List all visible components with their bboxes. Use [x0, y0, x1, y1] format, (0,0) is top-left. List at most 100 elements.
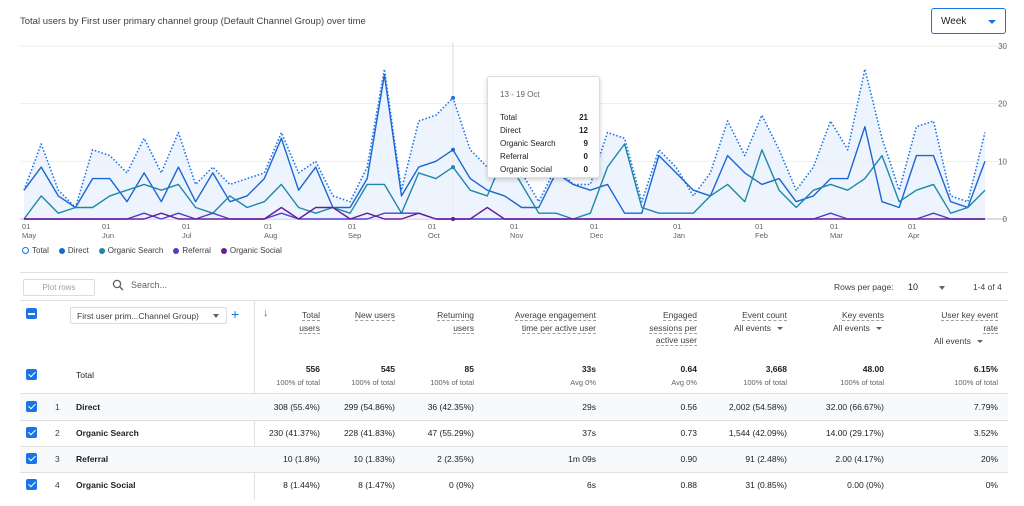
tooltip-row: Direct 12: [500, 126, 588, 135]
total-cell-sub: 100% of total: [351, 378, 395, 387]
chevron-down-icon[interactable]: [939, 286, 945, 290]
series-total-line: [23, 68, 986, 209]
column-header-total-users[interactable]: Total users: [299, 309, 320, 334]
column-header-new-users[interactable]: New users: [354, 309, 395, 322]
chevron-down-icon: [213, 314, 219, 318]
table-cell: 10 (1.83%): [353, 454, 395, 464]
x-tick-label: 01: [348, 222, 356, 231]
legend-label: Referral: [182, 246, 211, 255]
filter-label: All events: [934, 336, 971, 346]
x-tick-label: Sep: [348, 231, 361, 240]
divider: [20, 272, 1008, 273]
tooltip-row: Referral 0: [500, 152, 588, 161]
header-line: Returning: [437, 310, 474, 321]
header-line: users: [453, 322, 474, 334]
table-cell: 8 (1.44%): [283, 480, 320, 490]
table-cell: 2 (2.35%): [437, 454, 474, 464]
column-header-engaged-sessions[interactable]: Engaged sessions per active user: [649, 309, 697, 347]
x-tick-label: 01: [590, 222, 598, 231]
header-line: rate: [983, 322, 998, 334]
period-select[interactable]: Week: [931, 8, 1006, 34]
column-header-user-key-event-rate[interactable]: User key event rate: [941, 309, 998, 334]
x-tick-label: Mar: [830, 231, 843, 240]
x-tick-label: Nov: [510, 231, 524, 240]
select-all-checkbox[interactable]: [26, 308, 37, 319]
table-cell: 29s: [582, 402, 596, 412]
row-label[interactable]: Direct: [76, 402, 101, 412]
legend-swatch: [58, 247, 65, 254]
x-tick-label: 01: [428, 222, 436, 231]
dimension-select[interactable]: First user prim...Channel Group): [70, 307, 227, 324]
total-cell-value: 545: [380, 364, 395, 374]
legend-label: Organic Social: [229, 246, 282, 255]
chart-title: Total users by First user primary channe…: [20, 16, 366, 27]
row-number: 4: [55, 480, 60, 490]
tooltip-label: Referral: [500, 152, 529, 161]
divider: [20, 472, 1008, 473]
table-cell: 10 (1.8%): [283, 454, 320, 464]
chevron-down-icon: [988, 20, 996, 24]
tooltip-label: Direct: [500, 126, 521, 135]
total-cell-sub: Avg 0%: [570, 378, 596, 387]
table-cell: 32.00 (66.67%): [825, 402, 884, 412]
key-events-filter[interactable]: All events: [833, 323, 882, 333]
user-key-event-rate-filter[interactable]: All events: [934, 336, 983, 346]
table-cell: 0.56: [680, 402, 697, 412]
series-organic-social-line: [24, 206, 985, 220]
y-tick-label: 10: [998, 157, 1007, 166]
y-tick-label: 30: [998, 42, 1007, 51]
event-count-filter[interactable]: All events: [734, 323, 783, 333]
row-checkbox[interactable]: [26, 427, 37, 438]
legend-item-direct[interactable]: Direct: [58, 246, 89, 255]
legend-item-total[interactable]: Total: [22, 246, 49, 255]
add-dimension-icon[interactable]: +: [231, 306, 240, 322]
table-cell: 8 (1.47%): [358, 480, 395, 490]
header-line: Event count: [742, 310, 787, 321]
table-cell: 228 (41.83%): [343, 428, 395, 438]
row-label[interactable]: Organic Search: [76, 428, 139, 438]
table-cell: 0.00 (0%): [847, 480, 884, 490]
table-cell: 230 (41.37%): [268, 428, 320, 438]
row-label[interactable]: Organic Social: [76, 480, 136, 490]
table-cell: 6s: [587, 480, 596, 490]
row-number: 2: [55, 428, 60, 438]
table-cell: 299 (54.86%): [343, 402, 395, 412]
table-cell: 20%: [980, 454, 998, 464]
column-header-key-events[interactable]: Key events: [841, 309, 884, 322]
series-point: [451, 165, 456, 170]
table-cell: 7.79%: [973, 402, 998, 412]
x-tick-label: 01: [755, 222, 763, 231]
column-header-returning-users[interactable]: Returning users: [437, 309, 474, 334]
column-header-avg-engagement-time[interactable]: Average engagement time per active user: [514, 309, 596, 334]
filter-label: All events: [734, 323, 771, 333]
x-tick-label: 01: [908, 222, 916, 231]
chevron-down-icon: [776, 327, 783, 331]
row-label[interactable]: Referral: [76, 454, 109, 464]
tooltip-row: Total 21: [500, 113, 588, 122]
search-icon: [112, 279, 124, 291]
search-input[interactable]: Search...: [112, 279, 167, 291]
chevron-down-icon: [976, 340, 983, 344]
tooltip-label: Organic Social: [500, 165, 553, 174]
table-cell: 0.90: [680, 454, 697, 464]
total-cell-sub: 100% of total: [743, 378, 787, 387]
divider: [20, 393, 1008, 394]
row-checkbox[interactable]: [26, 479, 37, 490]
tooltip-date: 13 - 19 Oct: [500, 90, 540, 99]
period-select-label: Week: [941, 16, 967, 27]
column-header-event-count[interactable]: Event count: [742, 309, 787, 322]
legend-item-referral[interactable]: Referral: [173, 246, 211, 255]
legend-item-organic-search[interactable]: Organic Search: [98, 246, 163, 255]
table-cell: 3.52%: [973, 428, 998, 438]
y-tick-label: 0: [1003, 215, 1008, 224]
plot-rows-button[interactable]: Plot rows: [23, 279, 95, 296]
legend-swatch: [173, 247, 180, 254]
rows-per-page-select[interactable]: 10: [908, 282, 919, 292]
sort-down-icon[interactable]: ↓: [263, 307, 269, 319]
total-row-checkbox[interactable]: [26, 369, 37, 380]
total-cell-sub: Avg 0%: [671, 378, 697, 387]
header-line: users: [299, 322, 320, 334]
row-checkbox[interactable]: [26, 453, 37, 464]
legend-item-organic-social[interactable]: Organic Social: [220, 246, 282, 255]
row-checkbox[interactable]: [26, 401, 37, 412]
